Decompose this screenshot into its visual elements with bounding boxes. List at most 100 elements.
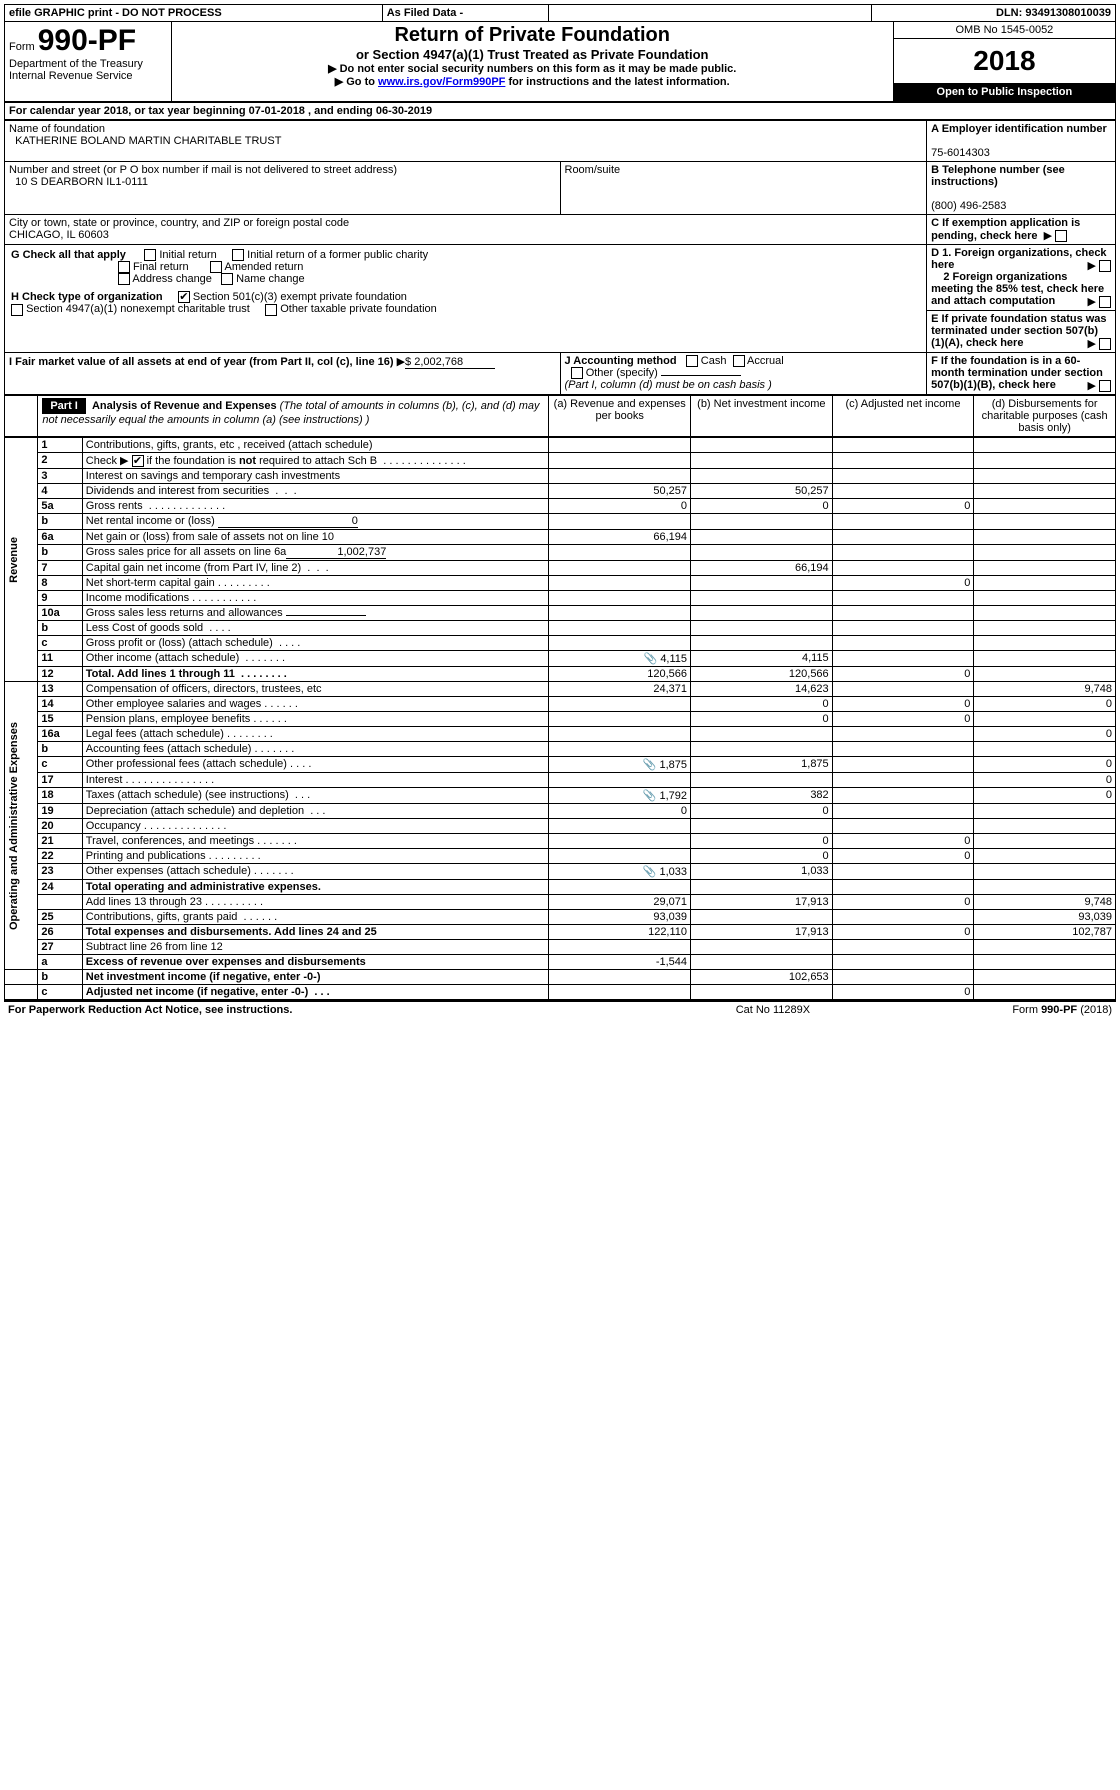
g-opt-final: Final return <box>133 261 189 273</box>
cell-d: 0 <box>974 697 1116 712</box>
warn1: ▶ Do not enter social security numbers o… <box>176 62 889 75</box>
g-final-checkbox[interactable] <box>118 261 130 273</box>
val: 4,115 <box>660 653 687 665</box>
h-label: H Check type of organization <box>11 291 163 303</box>
cell-c <box>832 561 974 576</box>
cell-d <box>974 804 1116 819</box>
cell-d <box>974 514 1116 530</box>
cell-a <box>549 606 691 621</box>
topbar: efile GRAPHIC print - DO NOT PROCESS As … <box>4 4 1116 22</box>
g-former-checkbox[interactable] <box>232 249 244 261</box>
line-text: Interest on savings and temporary cash i… <box>82 469 549 484</box>
cell-c <box>832 682 974 697</box>
asfiled-label: As Filed Data - <box>382 5 549 22</box>
cell-b: 4,115 <box>691 651 833 667</box>
line-desc: Gross profit or (loss) (attach schedule) <box>86 637 273 649</box>
cell-a <box>549 712 691 727</box>
j-cash-checkbox[interactable] <box>686 355 698 367</box>
val: 1,792 <box>660 790 688 802</box>
line-desc: Occupancy <box>86 820 141 832</box>
g-name-checkbox[interactable] <box>221 273 233 285</box>
cell-d <box>974 970 1116 985</box>
irs-link[interactable]: www.irs.gov/Form990PF <box>378 76 505 88</box>
attachment-icon[interactable]: 📎 <box>643 789 657 802</box>
j-other-checkbox[interactable] <box>571 367 583 379</box>
line-desc: Depreciation (attach schedule) and deple… <box>86 805 304 817</box>
expenses-vtext: Operating and Administrative Expenses <box>8 722 20 930</box>
cell-d <box>974 606 1116 621</box>
line-text: Add lines 13 through 23 . . . . . . . . … <box>82 895 549 910</box>
phone-value: (800) 496-2583 <box>931 200 1006 212</box>
attachment-icon[interactable]: 📎 <box>643 758 657 771</box>
line-text: Other expenses (attach schedule) . . . .… <box>82 864 549 880</box>
h2-checkbox[interactable] <box>11 304 23 316</box>
line-desc: Net short-term capital gain <box>86 577 215 589</box>
cell-d <box>974 438 1116 453</box>
warn2-suffix: for instructions and the latest informat… <box>505 76 729 88</box>
line-desc: Pension plans, employee benefits <box>86 713 251 725</box>
cell-a: 93,039 <box>549 910 691 925</box>
cell-a <box>549 514 691 530</box>
j-accrual-checkbox[interactable] <box>733 355 745 367</box>
line-num: 7 <box>38 561 82 576</box>
arrow-icon: ▶ <box>1044 230 1052 242</box>
attachment-icon[interactable]: 📎 <box>643 865 657 878</box>
cell-d <box>974 530 1116 545</box>
cell-b <box>691 880 833 895</box>
line-desc: Travel, conferences, and meetings <box>86 835 254 847</box>
table-row: 24Total operating and administrative exp… <box>5 880 1116 895</box>
cell-a: 50,257 <box>549 484 691 499</box>
cell-b: 382 <box>691 788 833 804</box>
form-id: Form 990-PF Department of the Treasury I… <box>5 22 172 102</box>
room-cell: Room/suite <box>560 162 927 215</box>
inline-blank <box>286 615 366 616</box>
cell-a <box>549 880 691 895</box>
val: 1,033 <box>660 866 688 878</box>
h3-checkbox[interactable] <box>265 304 277 316</box>
form-header: Form 990-PF Department of the Treasury I… <box>4 22 1116 102</box>
period-row: For calendar year 2018, or tax year begi… <box>4 102 1116 120</box>
h1-checkbox[interactable]: ✔ <box>178 291 190 303</box>
cell-b <box>691 910 833 925</box>
schb-checkbox[interactable]: ✔ <box>132 455 144 467</box>
cell-c <box>832 864 974 880</box>
table-row: 10aGross sales less returns and allowanc… <box>5 606 1116 621</box>
cell-a <box>549 438 691 453</box>
g-initial-checkbox[interactable] <box>144 249 156 261</box>
cell-a: 66,194 <box>549 530 691 545</box>
col-d-header: (d) Disbursements for charitable purpose… <box>974 396 1116 437</box>
g-opt-initial: Initial return <box>159 249 216 261</box>
table-row: 26Total expenses and disbursements. Add … <box>5 925 1116 940</box>
cell-a <box>549 545 691 561</box>
ein-label: A Employer identification number <box>931 123 1107 135</box>
j-cell: J Accounting method Cash Accrual Other (… <box>560 353 927 395</box>
part1-title: Analysis of Revenue and Expenses <box>92 400 277 412</box>
cell-c <box>832 453 974 469</box>
e-checkbox[interactable] <box>1099 338 1111 350</box>
cell-d <box>974 499 1116 514</box>
efile-notice: efile GRAPHIC print - DO NOT PROCESS <box>5 5 383 22</box>
f-checkbox[interactable] <box>1099 380 1111 392</box>
attachment-icon[interactable]: 📎 <box>644 652 658 665</box>
line-text: Printing and publications . . . . . . . … <box>82 849 549 864</box>
line-num: 15 <box>38 712 82 727</box>
g-address-checkbox[interactable] <box>118 273 130 285</box>
line-desc: Gross sales price for all assets on line… <box>86 546 287 558</box>
cell-b <box>691 636 833 651</box>
line-text: Gross sales less returns and allowances <box>82 606 549 621</box>
cell-c <box>832 742 974 757</box>
line-desc: Add lines 13 through 23 <box>86 896 202 908</box>
a-cell: A Employer identification number 75-6014… <box>927 121 1116 162</box>
cell-d: 93,039 <box>974 910 1116 925</box>
d1-checkbox[interactable] <box>1099 260 1111 272</box>
cell-b: 0 <box>691 849 833 864</box>
c-checkbox[interactable] <box>1055 230 1067 242</box>
cell-c <box>832 636 974 651</box>
city-value: CHICAGO, IL 60603 <box>9 229 109 241</box>
g-amended-checkbox[interactable] <box>210 261 222 273</box>
cell-d <box>974 561 1116 576</box>
d2-checkbox[interactable] <box>1099 296 1111 308</box>
cell-c <box>832 819 974 834</box>
cell-b: 0 <box>691 804 833 819</box>
col-a-header: (a) Revenue and expenses per books <box>549 396 691 437</box>
